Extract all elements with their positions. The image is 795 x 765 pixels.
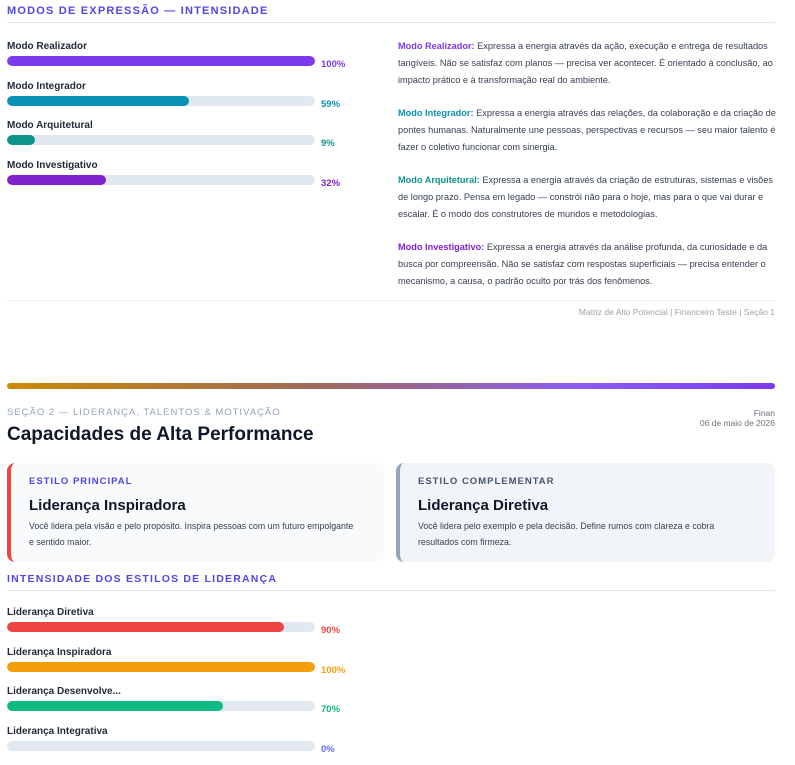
report-date: 06 de maio de 2026: [699, 418, 775, 428]
leadership-bar-label: Liderança Diretiva: [7, 607, 94, 618]
page-footer: Matriz de Alto Potencial | Financeiro Te…: [578, 307, 775, 317]
mode-description-name: Modo Realizador: [398, 41, 472, 51]
mode-bar-percent: 59%: [321, 98, 341, 110]
mode-bar-label: Modo Realizador: [7, 41, 88, 52]
leadership-bar-track: [7, 701, 315, 711]
leadership-bar-fill: [7, 622, 285, 632]
mode-description: Modo Investigativo: Expressa a energia a…: [398, 239, 776, 290]
mode-description-colon: :: [471, 41, 478, 51]
mode-bars: Modo Realizador 100% Modo Integrador 59% Mod…: [7, 41, 352, 199]
footer-divider: [7, 300, 775, 301]
leadership-bar-percent: 70%: [321, 704, 341, 715]
mode-bar-label: Modo Integrador: [7, 80, 86, 92]
section2-title: Capacidades de Alta Performance: [7, 424, 314, 445]
mode-bar-fill: [7, 95, 189, 106]
leadership-bar-label: Liderança Desenvolve...: [7, 686, 121, 697]
leadership-bar-percent: 90%: [321, 625, 341, 636]
mode-description-colon: :: [476, 175, 483, 185]
mode-description-colon: :: [470, 108, 477, 118]
mode-bar-track: [7, 56, 315, 66]
mode-description: Modo Realizador: Expressa a energia atra…: [398, 38, 776, 89]
leadership-bars: Liderança Diretiva 90% Liderança Inspirado…: [7, 607, 352, 765]
mode-description-text: Expressa a energia através da ação, exec…: [398, 41, 773, 85]
mode-bar-label: Modo Investigativo: [7, 159, 98, 171]
report-name: Finan: [753, 408, 775, 418]
mode-descriptions: Modo Realizador: Expressa a energia atra…: [398, 38, 776, 306]
mode-bar-row: Modo Realizador 100%: [7, 41, 352, 81]
mode-bar-track: [7, 135, 315, 145]
mode-bar-label: Modo Arquitetural: [7, 120, 93, 131]
mode-description: Modo Integrador: Expressa a energia atra…: [398, 105, 776, 156]
leadership-bar-percent: 0%: [321, 743, 335, 755]
leadership-bar-row: Liderança Desenvolve... 70%: [7, 686, 352, 726]
mode-bar-row: Modo Investigativo 32%: [7, 160, 352, 200]
mode-bar-fill: [7, 174, 106, 185]
leadership-bar-row: Liderança Diretiva 90%: [7, 607, 352, 647]
main-style-kicker: ESTILO PRINCIPAL: [29, 476, 133, 487]
mode-description-name: Modo Arquitetural: [398, 175, 477, 185]
leadership-bar-fill: [7, 701, 223, 711]
leadership-bar-track: [7, 740, 315, 751]
mode-description-text: Expressa a energia através da criação de…: [398, 175, 773, 219]
mode-description-text: Expressa a energia através da análise pr…: [398, 242, 768, 286]
mode-bar-percent: 32%: [321, 177, 341, 189]
leadership-bar-percent: 100%: [321, 664, 346, 676]
leadership-intensity-title: INTENSIDADE DOS ESTILOS DE LIDERANÇA: [7, 573, 775, 591]
mode-bar-fill: [7, 56, 315, 66]
main-style-card: ESTILO PRINCIPAL Liderança Inspiradora V…: [7, 463, 384, 562]
mode-description-colon: :: [481, 242, 487, 252]
mode-bar-percent: 9%: [321, 138, 335, 149]
mode-description: Modo Arquitetural: Expressa a energia at…: [398, 172, 776, 223]
leadership-bar-row: Liderança Integrativa 0%: [7, 726, 352, 765]
main-style-text: Você lidera pela visão e pelo propósito.…: [29, 521, 354, 547]
intensity-section-title: MODOS DE EXPRESSÃO — INTENSIDADE: [7, 5, 775, 23]
complementary-style-card: ESTILO COMPLEMENTAR Liderança Diretiva V…: [396, 463, 775, 562]
mode-bar-track: [7, 174, 315, 185]
mode-bar-row: Modo Arquitetural 9%: [7, 120, 352, 160]
leadership-bar-label: Liderança Integrativa: [7, 725, 108, 737]
mode-bar-row: Modo Integrador 59%: [7, 81, 352, 121]
leadership-bar-track: [7, 661, 315, 672]
mode-description-name: Modo Integrador: [398, 108, 471, 118]
mode-bar-percent: 100%: [321, 59, 346, 70]
leadership-bar-label: Liderança Inspiradora: [7, 646, 112, 658]
mode-description-name: Modo Investigativo: [398, 242, 482, 252]
main-style-title: Liderança Inspiradora: [29, 497, 186, 514]
leadership-bar-track: [7, 622, 315, 632]
section2-kicker: SEÇÃO 2 — LIDERANÇA, TALENTOS & MOTIVAÇÃ…: [7, 407, 281, 418]
complementary-style-kicker: ESTILO COMPLEMENTAR: [418, 476, 555, 487]
complementary-style-title: Liderança Diretiva: [418, 497, 549, 514]
mode-bar-fill: [7, 135, 35, 145]
leadership-bar-fill: [7, 661, 315, 672]
mode-bar-track: [7, 95, 315, 106]
section-divider-gradient: [7, 383, 775, 389]
leadership-bar-row: Liderança Inspiradora 100%: [7, 647, 352, 687]
mode-description-text: Expressa a energia através das relações,…: [398, 108, 776, 152]
complementary-style-text: Você lidera pelo exemplo e pela decisão.…: [418, 521, 715, 547]
